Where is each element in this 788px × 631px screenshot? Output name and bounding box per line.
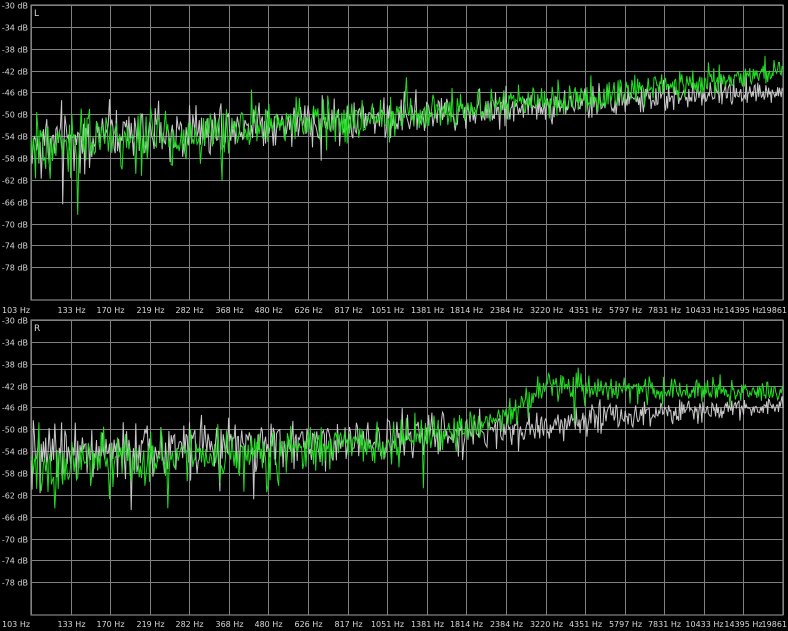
x-tick-label: 19861 (762, 620, 787, 629)
y-tick-label: -30 dB (2, 317, 28, 326)
x-tick-label: 626 Hz (294, 620, 322, 629)
right-channel-panel: -30 dB -34 dB -38 dB -42 dB -46 dB -50 dB -54 … (2, 317, 787, 630)
x-tick-label: 14395 Hz (724, 306, 762, 315)
y-tick-label: -34 dB (2, 24, 28, 33)
reference-spectrum-trace (30, 74, 784, 205)
y-tick-label: -70 dB (2, 221, 28, 230)
x-tick-label: 170 Hz (96, 306, 124, 315)
x-tick-label: 7831 Hz (648, 306, 681, 315)
y-tick-label: -74 dB (2, 557, 28, 566)
x-tick-label: 4351 Hz (569, 306, 602, 315)
x-tick-label: 2384 Hz (490, 620, 523, 629)
y-tick-label: -30 dB (2, 2, 28, 11)
x-tick-label: 103 Hz (2, 306, 30, 315)
spectrum-trace (30, 55, 784, 215)
x-tick-label: 3220 Hz (530, 620, 563, 629)
y-tick-label: -66 dB (2, 199, 28, 208)
y-tick-label: -50 dB (2, 426, 28, 435)
x-tick-label: 133 Hz (57, 306, 85, 315)
y-tick-label: -58 dB (2, 470, 28, 479)
x-tick-label: 170 Hz (96, 620, 124, 629)
y-tick-label: -58 dB (2, 155, 28, 164)
x-tick-label: 817 Hz (334, 620, 362, 629)
x-tick-label: 282 Hz (175, 620, 203, 629)
spectrum-trace (30, 367, 784, 509)
y-tick-label: -74 dB (2, 242, 28, 251)
x-tick-label: 1814 Hz (450, 620, 483, 629)
x-tick-label: 1381 Hz (411, 620, 444, 629)
x-tick-label: 1051 Hz (371, 306, 404, 315)
y-tick-label: -62 dB (2, 177, 28, 186)
x-tick-label: 4351 Hz (569, 620, 602, 629)
x-tick-label: 368 Hz (215, 620, 243, 629)
x-tick-label: 1814 Hz (450, 306, 483, 315)
x-tick-label: 103 Hz (2, 620, 30, 629)
x-tick-label: 5797 Hz (609, 620, 642, 629)
x-tick-label: 10433 Hz (685, 306, 723, 315)
y-tick-label: -66 dB (2, 514, 28, 523)
channel-label: L (34, 9, 39, 19)
x-tick-label: 1051 Hz (371, 620, 404, 629)
y-tick-label: -54 dB (2, 133, 28, 142)
y-tick-label: -34 dB (2, 339, 28, 348)
x-tick-label: 480 Hz (254, 620, 282, 629)
x-tick-label: 368 Hz (215, 306, 243, 315)
x-tick-label: 3220 Hz (530, 306, 563, 315)
x-tick-label: 480 Hz (254, 306, 282, 315)
x-tick-label: 7831 Hz (648, 620, 681, 629)
x-tick-label: 2384 Hz (490, 306, 523, 315)
x-tick-label: 626 Hz (294, 306, 322, 315)
x-tick-label: 1381 Hz (411, 306, 444, 315)
y-tick-label: -42 dB (2, 68, 28, 77)
x-tick-label: 817 Hz (334, 306, 362, 315)
y-tick-label: -70 dB (2, 536, 28, 545)
y-tick-label: -46 dB (2, 89, 28, 98)
x-tick-label: 5797 Hz (609, 306, 642, 315)
x-tick-label: 10433 Hz (685, 620, 723, 629)
x-tick-label: 14395 Hz (724, 620, 762, 629)
y-tick-label: -42 dB (2, 383, 28, 392)
y-tick-label: -78 dB (2, 579, 28, 588)
y-tick-label: -50 dB (2, 111, 28, 120)
y-tick-label: -38 dB (2, 46, 28, 55)
channel-label: R (34, 324, 40, 334)
left-channel-panel: -30 dB -34 dB -38 dB -42 dB -46 dB -50 dB -54 … (2, 2, 787, 316)
x-tick-label: 219 Hz (136, 620, 164, 629)
y-tick-label: -54 dB (2, 448, 28, 457)
y-tick-label: -46 dB (2, 404, 28, 413)
x-tick-label: 282 Hz (175, 306, 203, 315)
y-tick-label: -62 dB (2, 492, 28, 501)
y-tick-label: -78 dB (2, 264, 28, 273)
x-tick-label: 219 Hz (136, 306, 164, 315)
x-tick-label: 133 Hz (57, 620, 85, 629)
reference-spectrum-trace (30, 396, 784, 511)
x-tick-label: 19861 (762, 306, 787, 315)
y-tick-label: -38 dB (2, 361, 28, 370)
